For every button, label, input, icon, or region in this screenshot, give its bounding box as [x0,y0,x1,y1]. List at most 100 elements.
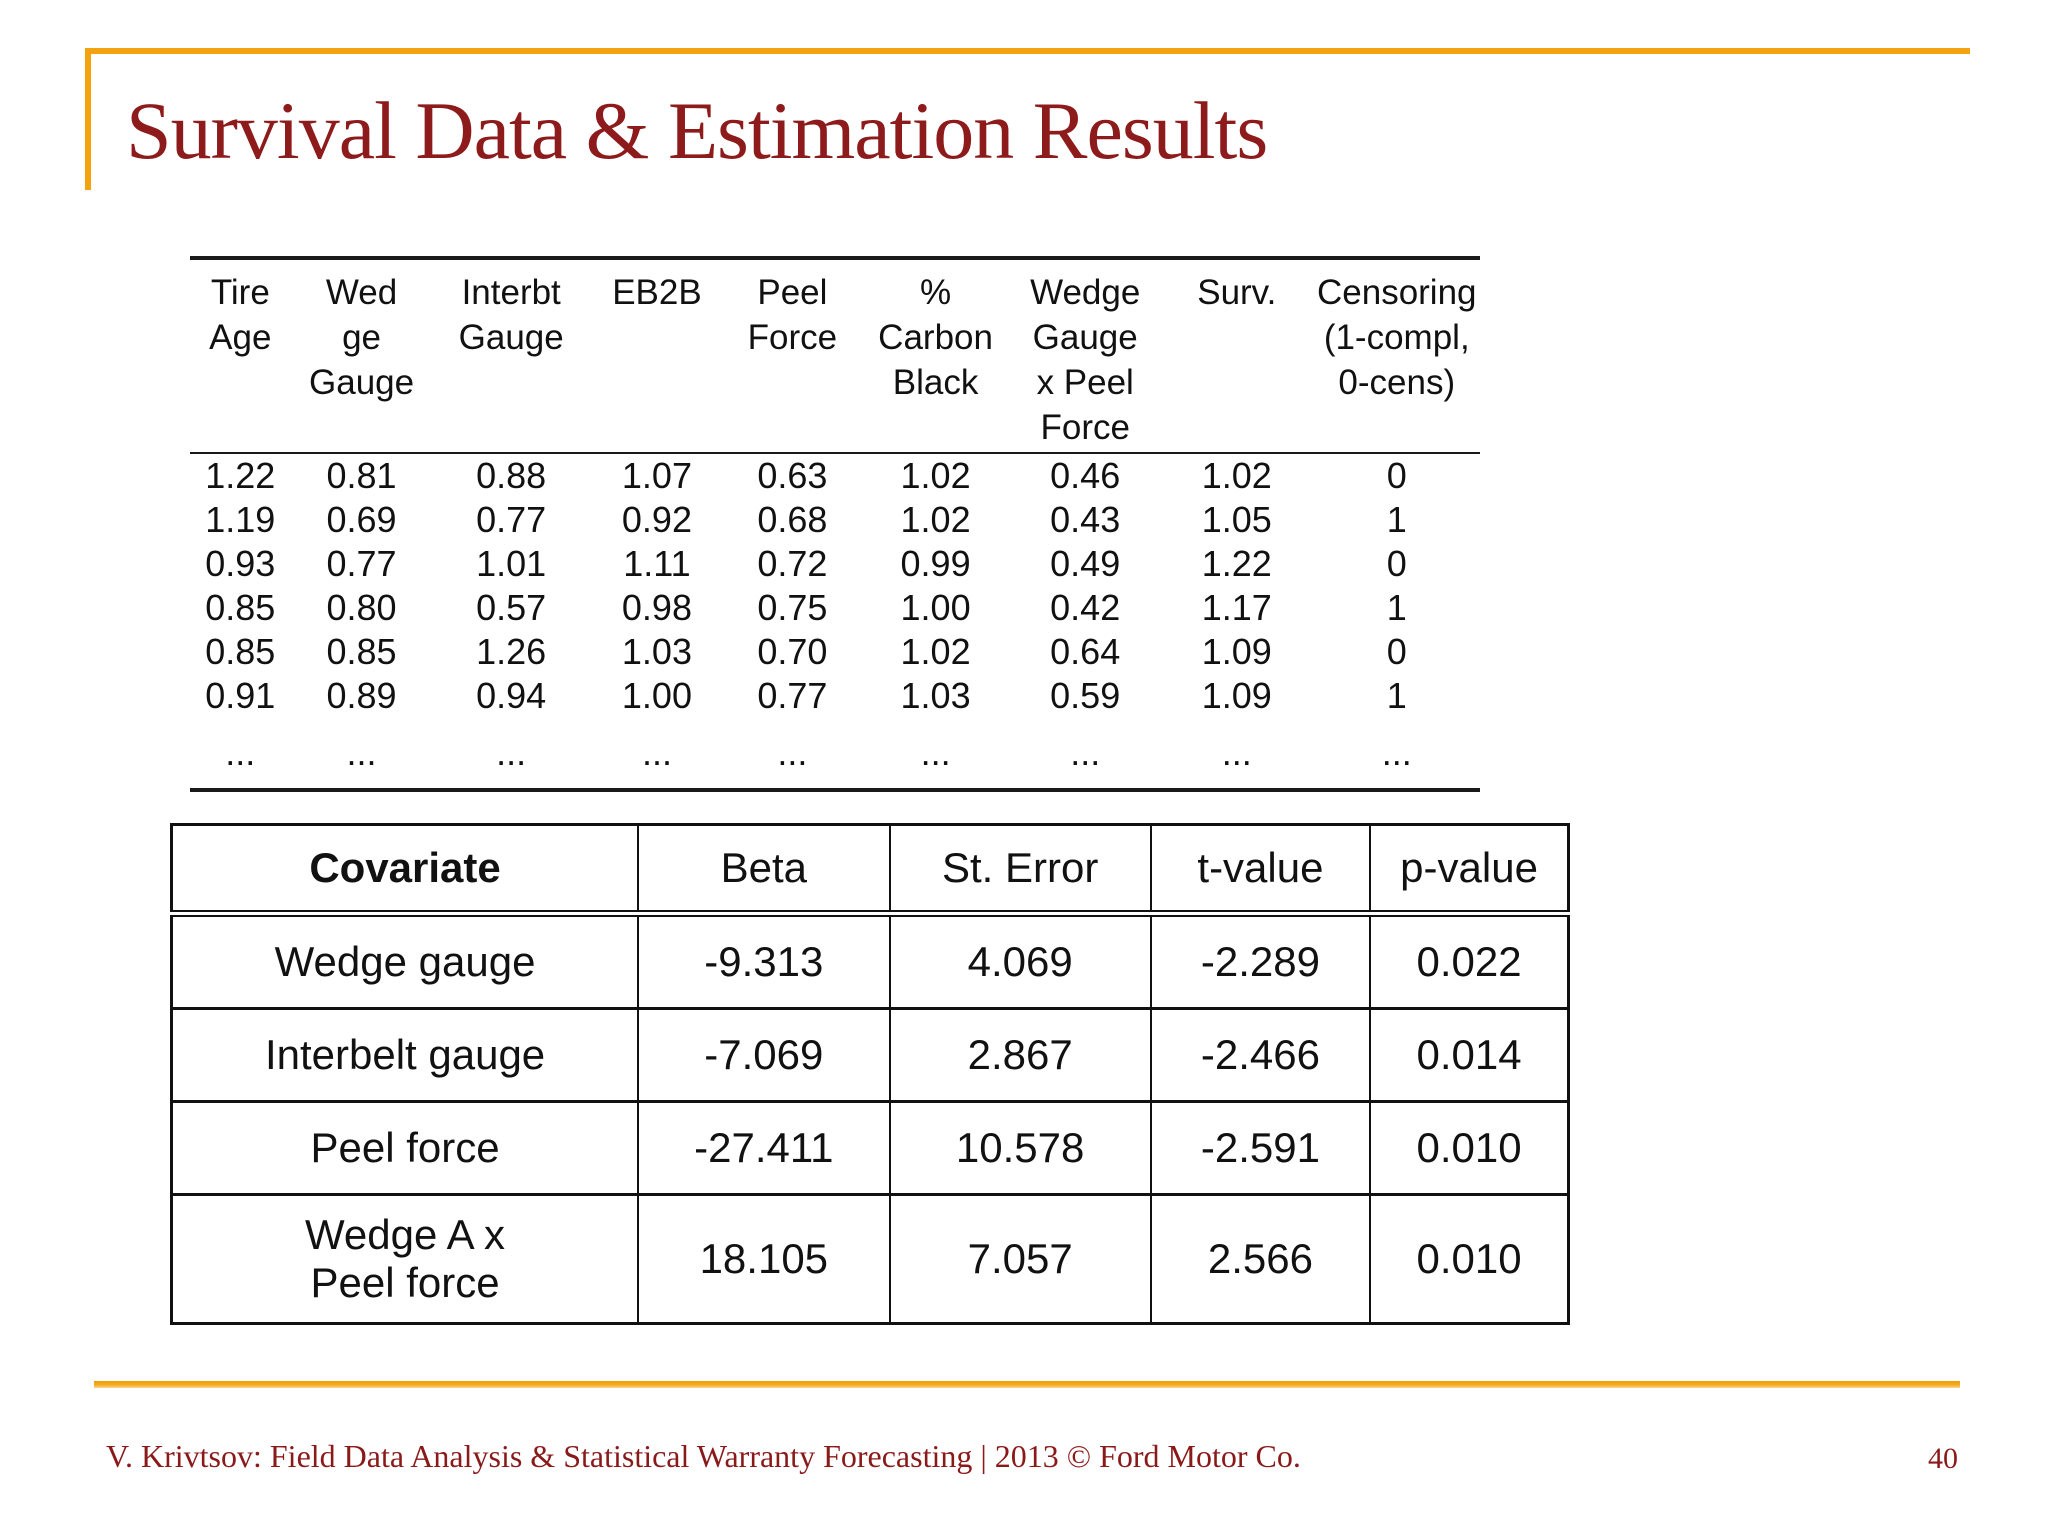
survival-cell: 1 [1386,587,1407,628]
survival-cell: ... [1221,732,1252,773]
survival-column-header: Peel Force [724,258,861,454]
footer-divider [94,1381,1960,1388]
survival-cell: ... [777,732,808,773]
survival-cell: 0.81 [326,455,397,496]
estimation-cell: -7.069 [637,1007,891,1103]
estimation-cell: 10.578 [888,1100,1152,1196]
survival-cell: 0.64 [1050,631,1121,672]
survival-cell: 1.03 [900,675,971,716]
survival-row: 0.85 0.85 1.26 1.03 0.70 1.02 0.64 1.09 0 [190,630,1480,674]
estimation-cell: 0.010 [1369,1193,1570,1325]
estimation-row: Interbelt gauge -7.069 2.867 -2.466 0.014 [170,1007,1570,1103]
estimation-row: Wedge gauge -9.313 4.069 -2.289 0.022 [170,912,1570,1010]
estimation-cell: Interbelt gauge [170,1007,640,1103]
survival-column-header: Censoring (1-compl, 0-cens) [1313,258,1480,454]
survival-cell: 0.99 [900,543,971,584]
survival-cell: 0.80 [326,587,397,628]
survival-cell: 0.75 [757,587,828,628]
estimation-column-header: t-value [1149,824,1372,917]
estimation-header-row: Covariate Beta St. Error t-value p-value [170,824,1570,917]
estimation-results-table: Covariate Beta St. Error t-value p-value Wed… [170,823,1570,1325]
survival-column-header: Surv. [1160,258,1314,454]
survival-cell: ... [920,732,951,773]
estimation-column-header: p-value [1369,824,1570,917]
footer-credit: V. Krivtsov: Field Data Analysis & Stati… [106,1438,1301,1474]
survival-cell: 1.19 [205,499,276,540]
survival-cell: ... [641,732,672,773]
survival-cell: 1.02 [900,631,971,672]
survival-column-header: Tire Age [190,258,291,454]
survival-cell: 1.02 [900,455,971,496]
survival-cell: 0.46 [1050,455,1121,496]
survival-cell: 1.00 [900,587,971,628]
survival-column-header: Interbt Gauge [432,258,590,454]
estimation-column-header: Beta [637,824,891,917]
survival-row: 1.19 0.69 0.77 0.92 0.68 1.02 0.43 1.05 1 [190,498,1480,542]
estimation-cell: 7.057 [888,1193,1152,1325]
estimation-row: Peel force -27.411 10.578 -2.591 0.010 [170,1100,1570,1196]
survival-cell: 0.77 [476,499,547,540]
survival-cell: 0.57 [476,587,547,628]
survival-cell: 1.11 [623,543,691,584]
survival-table-header: Tire Age Wed ge Gauge Interbt Gauge EB2B Pee… [190,258,1480,454]
survival-cell: ... [225,732,256,773]
estimation-table-body: Wedge gauge -9.313 4.069 -2.289 0.022 Interbe… [170,912,1570,1325]
survival-cell: 0.85 [205,587,276,628]
survival-cell: 0.98 [621,587,692,628]
survival-cell: 1.26 [476,631,547,672]
survival-cell: 1 [1386,499,1407,540]
survival-column-header: Wedge Gauge x Peel Force [1010,258,1161,454]
survival-cell: 0.92 [621,499,692,540]
survival-cell: 0 [1386,631,1407,672]
estimation-cell: 4.069 [888,912,1152,1010]
estimation-cell: -2.591 [1149,1100,1372,1196]
survival-cell: 0 [1386,455,1407,496]
estimation-column-header: Covariate [170,824,640,917]
estimation-cell: -2.289 [1149,912,1372,1010]
survival-row: 1.22 0.81 0.88 1.07 0.63 1.02 0.46 1.02 0 [190,453,1480,498]
accent-border-left [85,48,91,190]
survival-row: 0.85 0.80 0.57 0.98 0.75 1.00 0.42 1.17 1 [190,586,1480,630]
slide-title: Survival Data & Estimation Results [126,85,1268,176]
survival-cell: 1.05 [1201,499,1272,540]
survival-cell: 0.93 [205,543,276,584]
estimation-cell: Peel force [170,1100,640,1196]
survival-cell: 1.22 [1201,543,1272,584]
survival-row: ........................... [190,718,1480,790]
survival-cell: 0.89 [326,675,397,716]
survival-cell: 1.17 [1201,587,1272,628]
survival-data-table: Tire Age Wed ge Gauge Interbt Gauge EB2B Pee… [190,256,1480,792]
survival-cell: 0.85 [205,631,276,672]
survival-cell: 1.02 [1201,455,1272,496]
survival-cell: 0.70 [757,631,828,672]
estimation-cell: -9.313 [637,912,891,1010]
survival-cell: 0 [1386,543,1407,584]
estimation-table-header: Covariate Beta St. Error t-value p-value [170,824,1570,917]
survival-cell: 0.72 [757,543,828,584]
survival-cell: 0.59 [1050,675,1121,716]
estimation-cell: 18.105 [637,1193,891,1325]
survival-cell: 0.88 [476,455,547,496]
estimation-cell: 2.867 [888,1007,1152,1103]
survival-cell: ... [1381,732,1412,773]
estimation-cell: Wedge gauge [170,912,640,1010]
estimation-cell: 0.010 [1369,1100,1570,1196]
survival-cell: 0.91 [205,675,276,716]
survival-row: 0.91 0.89 0.94 1.00 0.77 1.03 0.59 1.09 1 [190,674,1480,718]
estimation-column-header: St. Error [888,824,1152,917]
page-number: 40 [1928,1442,1958,1475]
survival-cell: ... [346,732,377,773]
survival-column-header: % Carbon Black [860,258,1011,454]
survival-cell: 1.02 [900,499,971,540]
survival-cell: 1 [1386,675,1407,716]
survival-cell: 1.09 [1201,675,1272,716]
survival-header-row: Tire Age Wed ge Gauge Interbt Gauge EB2B Pee… [190,258,1480,454]
survival-cell: 0.69 [326,499,397,540]
survival-column-header: Wed ge Gauge [290,258,433,454]
survival-cell: 1.00 [621,675,692,716]
estimation-cell: 2.566 [1149,1193,1372,1325]
survival-cell: 0.42 [1050,587,1121,628]
survival-cell: ... [1070,732,1101,773]
estimation-cell: 0.022 [1369,912,1570,1010]
